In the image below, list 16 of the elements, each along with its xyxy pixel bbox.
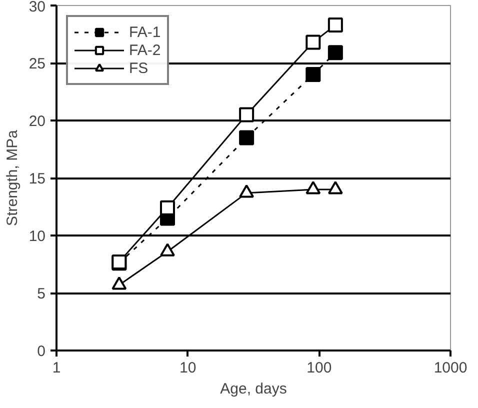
x-axis-title: Age, days	[220, 380, 287, 398]
x-tick-label: 10	[179, 360, 196, 376]
y-tick-label: 25	[28, 56, 46, 72]
legend-label: FA-1	[129, 23, 161, 41]
y-tick-label: 20	[28, 113, 46, 130]
x-tick-label: 1000	[434, 360, 468, 376]
legend-label: FS	[129, 59, 149, 77]
legend-label: FA-2	[129, 41, 161, 59]
y-axis-title: Strength, MPa	[4, 129, 21, 226]
y-tick-label: 10	[28, 228, 46, 245]
y-tick-label: 0	[37, 343, 46, 360]
y-tick-label: 30	[28, 0, 46, 16]
x-tick-label: 100	[306, 360, 332, 376]
y-tick-label: 15	[28, 170, 46, 188]
y-tick-label: 5	[37, 286, 46, 302]
x-tick-label: 1	[52, 360, 61, 376]
